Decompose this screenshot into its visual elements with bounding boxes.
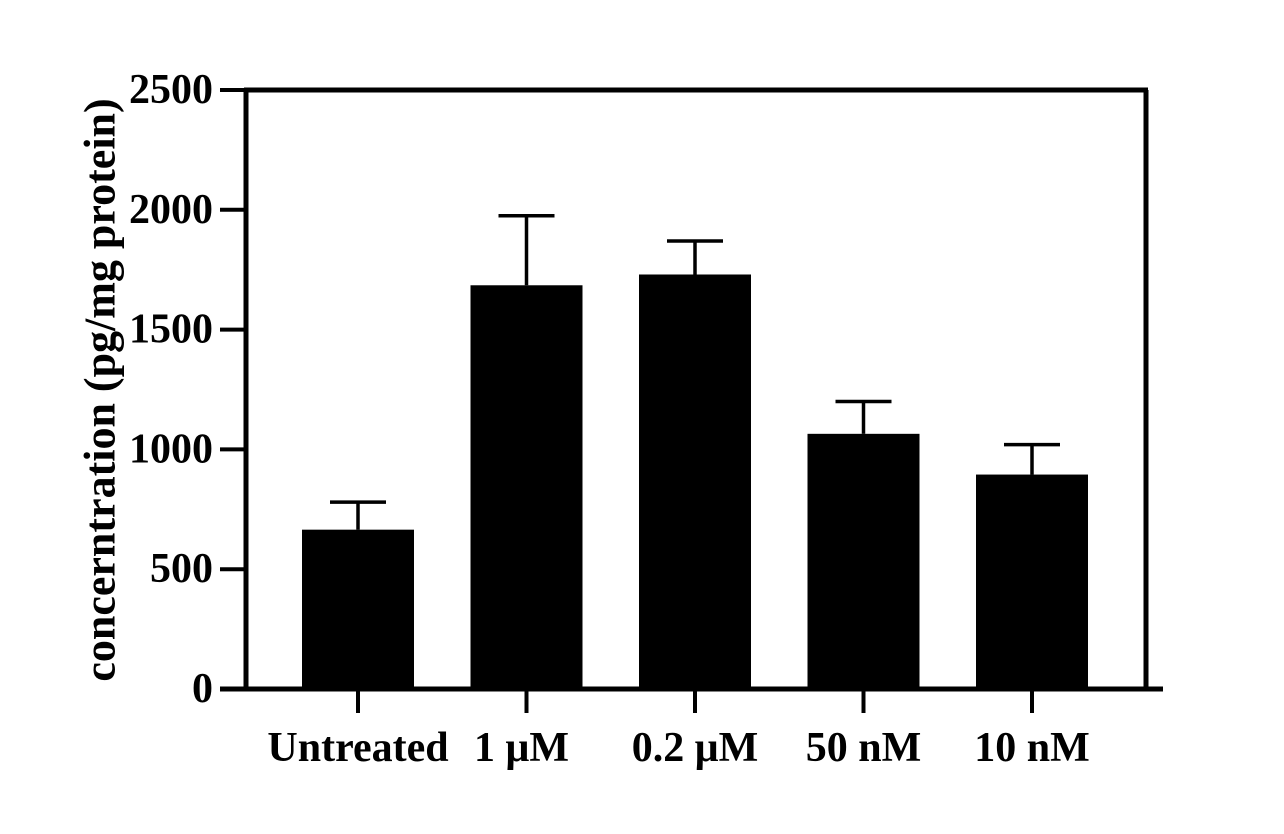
y-tick-label: 0 xyxy=(192,666,213,712)
y-tick-label: 1500 xyxy=(129,307,213,353)
x-tick-label: 1 μM xyxy=(474,725,569,771)
bar xyxy=(807,433,920,689)
x-tick-label: 0.2 μM xyxy=(632,725,758,771)
bars xyxy=(302,274,1088,689)
x-tick-label: Untreated xyxy=(267,725,448,771)
y-tick-label: 1000 xyxy=(129,426,213,472)
y-axis-label: concerntration (pg/mg protein) xyxy=(76,98,125,681)
bar xyxy=(639,274,751,689)
y-axis-ticks: 0 500 1000 1500 2000 2500 xyxy=(129,67,246,712)
y-tick-label: 2000 xyxy=(129,187,213,233)
error-bars xyxy=(330,214,1060,530)
x-axis-ticks: Untreated 1 μM 0.2 μM 50 nM 10 nM xyxy=(267,689,1090,771)
bar xyxy=(976,474,1088,689)
x-tick-label: 10 nM xyxy=(974,725,1090,771)
y-tick-label: 500 xyxy=(150,546,213,592)
x-tick-label: 50 nM xyxy=(806,725,922,771)
y-tick-label: 2500 xyxy=(129,67,213,113)
bar xyxy=(302,529,414,689)
bar xyxy=(470,285,583,689)
